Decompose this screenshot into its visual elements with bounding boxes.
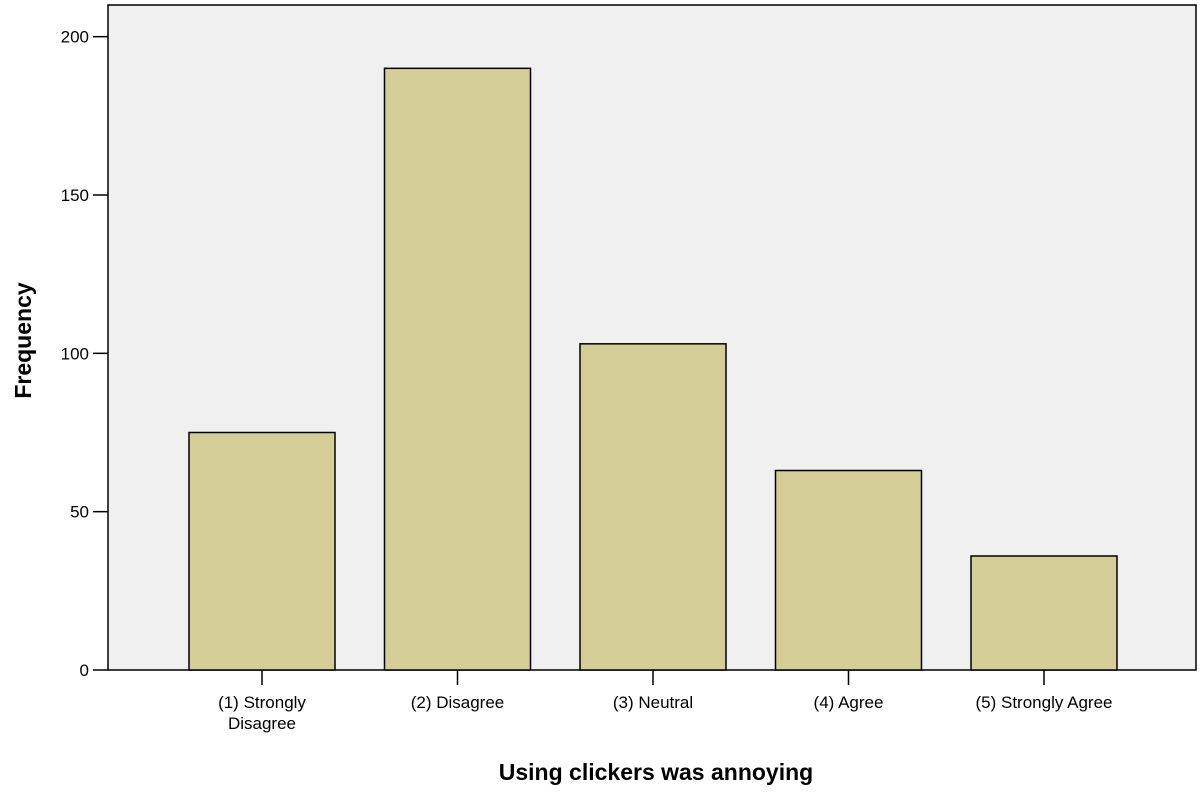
bar-5 — [970, 555, 1118, 671]
x-tick-label-1: (1) Strongly Disagree — [218, 693, 306, 733]
x-axis: (1) Strongly Disagree (2) Disagree (3) Neut… — [218, 670, 1113, 733]
y-axis-title: Frequency — [10, 282, 36, 399]
bar-3 — [579, 343, 727, 671]
bar-2 — [383, 67, 532, 671]
x-tick-label-3: (3) Neutral — [613, 693, 693, 712]
y-axis: 0 50 100 150 200 — [61, 28, 108, 680]
bar-4 — [774, 469, 923, 671]
y-tick-label-50: 50 — [70, 503, 89, 522]
y-tick-label-100: 100 — [61, 344, 89, 363]
y-tick-label-200: 200 — [61, 28, 89, 47]
x-axis-title: Using clickers was annoying — [499, 759, 813, 785]
x-tick-label-4: (4) Agree — [814, 693, 884, 712]
y-tick-label-150: 150 — [61, 186, 89, 205]
y-tick-label-0: 0 — [80, 661, 89, 680]
bars-group — [188, 67, 1118, 671]
x-tick-label-5: (5) Strongly Agree — [975, 693, 1112, 712]
x-tick-label-2: (2) Disagree — [411, 693, 505, 712]
bar-1 — [188, 431, 336, 671]
